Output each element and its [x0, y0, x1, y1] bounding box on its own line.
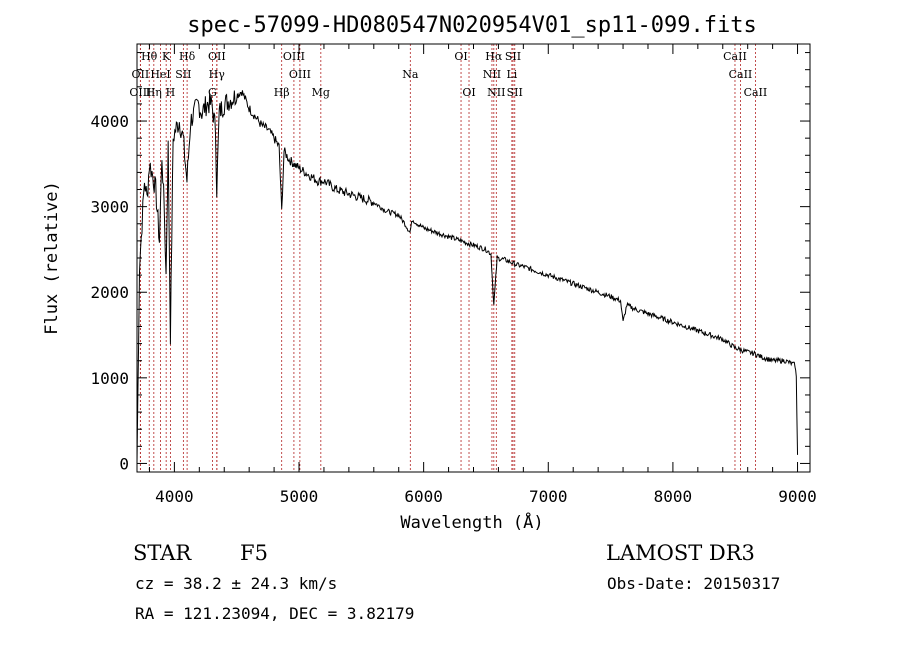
spectral-line-label: CaII	[729, 68, 753, 81]
spectral-line-label: OIII	[289, 68, 311, 81]
survey-name: LAMOST DR3	[606, 541, 755, 565]
coordinates: RA = 121.23094, DEC = 3.82179	[135, 604, 414, 623]
spectral-line-label: NII	[483, 68, 501, 81]
plot-frame	[136, 43, 811, 473]
redshift-readout: cz = 38.2 ± 24.3 km/s	[135, 574, 337, 593]
x-tick-label: 5000	[280, 487, 319, 506]
spectral-line-label: OII	[208, 50, 226, 63]
spectral-line-label: SII	[175, 68, 191, 81]
spectral-line-label: Hγ	[209, 68, 226, 81]
x-axis-label: Wavelength (Å)	[400, 511, 543, 533]
x-tick-label: 7000	[529, 487, 568, 506]
y-tick-label: 0	[119, 454, 129, 473]
x-tick-label: 9000	[778, 487, 817, 506]
spectral-line-label: SII	[507, 86, 523, 99]
y-axis-label: Flux (relative)	[42, 181, 62, 335]
spectral-line-label: Hδ	[179, 50, 196, 63]
y-tick-label: 4000	[90, 112, 129, 131]
y-tick-label: 3000	[90, 198, 129, 217]
spectral-line-label: H	[166, 86, 176, 99]
y-tick-label: 2000	[90, 283, 129, 302]
spectral-line-label: Li	[506, 68, 517, 81]
spectral-line-label: HeI	[150, 68, 170, 81]
spectral-line-label: OI	[454, 50, 467, 63]
spectral-lines	[139, 44, 756, 472]
spectral-line-label: Hθ	[141, 50, 158, 63]
spectral-line-label: Na	[402, 68, 419, 81]
spectral-line-label: OIII	[283, 50, 305, 63]
axis-ticks: 4000 5000 6000 7000 8000 9000 0 1000 2000 3000 400…	[90, 44, 817, 506]
x-tick-label: 6000	[404, 487, 443, 506]
object-type: STAR	[133, 541, 192, 565]
spectral-line-label: Hα	[485, 50, 503, 63]
spectral-line-label: CaII	[744, 86, 768, 99]
obs-date: Obs-Date: 20150317	[607, 574, 780, 593]
spectral-line-label: Mg	[312, 86, 330, 99]
spectral-line-label: OII	[132, 68, 150, 81]
spectral-line-label: G	[208, 86, 217, 99]
flux-series-line	[136, 90, 799, 464]
spectral-line-label: NII	[487, 86, 505, 99]
spectral-line-label: K	[162, 50, 171, 63]
spectral-line-label: OI	[462, 86, 475, 99]
x-tick-label: 4000	[155, 487, 194, 506]
spectral-line-label: SII	[505, 50, 521, 63]
chart-title: spec-57099-HD080547N020954V01_sp11-099.f…	[187, 13, 757, 38]
object-subclass: F5	[240, 541, 268, 565]
spectral-line-label: OIII	[129, 86, 151, 99]
series-layer	[136, 90, 799, 464]
y-tick-label: 1000	[90, 369, 129, 388]
spectral-line-label: Hη	[146, 86, 162, 99]
spectral-line-label: CaII	[723, 50, 747, 63]
x-tick-label: 8000	[654, 487, 693, 506]
spectral-line-label: Hβ	[274, 86, 290, 99]
